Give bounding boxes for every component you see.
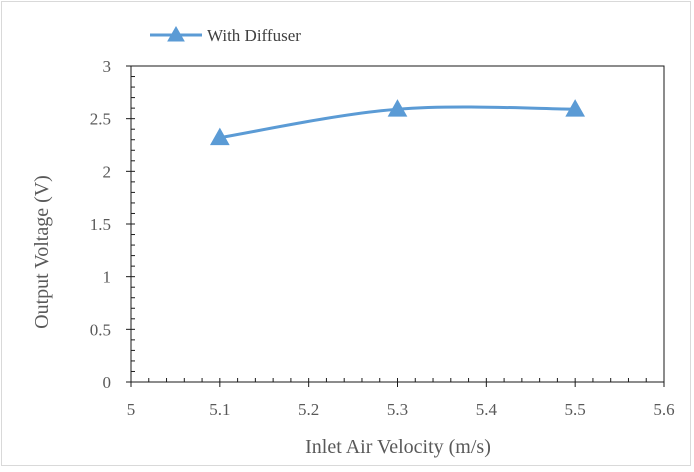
line-chart: With Diffuser 0 0.5 1 1.5 2 2.5 3 5 5.1 5.2 5.3 5.4… [31,25,675,458]
x-tick-label: 5.6 [653,400,674,419]
x-tick-label: 5.5 [565,400,586,419]
y-axis-title: Output Voltage (V) [31,175,53,329]
data-point-triangle [565,99,586,117]
x-tick-label: 5.2 [298,400,319,419]
chart-frame: With Diffuser 0 0.5 1 1.5 2 2.5 3 5 5.1 5.2 5.3 5.4… [1,1,691,466]
y-tick-label: 1.5 [90,215,111,234]
x-tick-label: 5.3 [387,400,408,419]
y-tick-label: 0 [103,373,112,392]
x-axis-title: Inlet Air Velocity (m/s) [305,436,491,458]
plot-area [130,65,665,383]
legend-label: With Diffuser [207,26,301,45]
legend: With Diffuser [150,25,301,45]
data-point-triangle [387,99,408,117]
y-tick-label: 3 [103,57,112,76]
y-tick-label: 1 [103,268,112,287]
x-tick-label: 5.1 [209,400,230,419]
x-tick-label: 5.4 [476,400,498,419]
y-tick-label: 2.5 [90,110,111,129]
y-tick-label: 0.5 [90,320,111,339]
data-point-triangle [209,127,230,146]
legend-triangle-marker [167,25,185,42]
y-tick-label: 2 [103,162,112,181]
x-tick-label: 5 [127,400,136,419]
